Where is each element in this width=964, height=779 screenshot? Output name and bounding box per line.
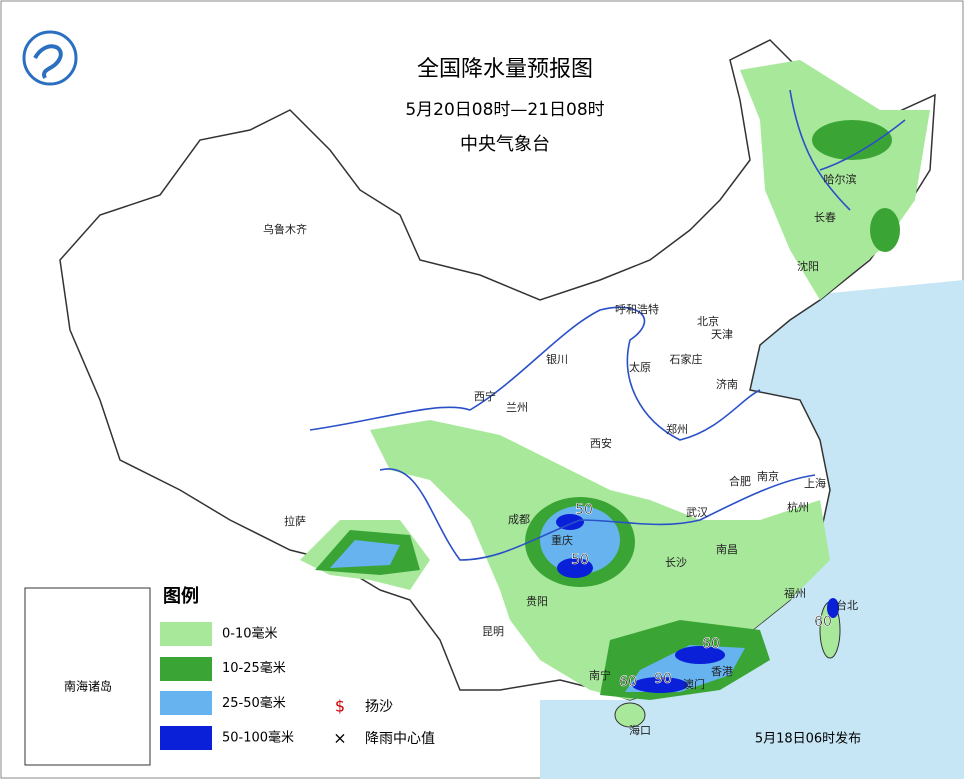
rain-10-25 <box>870 208 900 252</box>
inset-box <box>24 587 151 766</box>
songhua-river <box>789 89 906 211</box>
city-label: 香港 <box>711 665 733 678</box>
city-label: 太原 <box>629 361 651 374</box>
rain-25-50 <box>330 540 400 568</box>
city-label: 昆明 <box>482 625 504 638</box>
city-label: 杭州 <box>787 500 809 514</box>
city-label: 济南 <box>716 377 738 391</box>
sea <box>540 280 964 779</box>
city-label: 南昌 <box>716 543 738 556</box>
city-label: 哈尔滨 <box>824 172 857 186</box>
city-label: 上海 <box>804 476 826 490</box>
rain-50-100 <box>632 677 688 693</box>
rain-50-100 <box>827 598 839 618</box>
city-label: 拉萨 <box>284 514 306 528</box>
city-label: 台北 <box>836 598 858 612</box>
legend-label: 50-100毫米 <box>222 730 294 746</box>
legend-icon: × <box>333 729 346 748</box>
yellow-river <box>309 306 761 441</box>
city-label: 北京 <box>697 314 719 328</box>
legend-swatch <box>160 726 212 750</box>
rain-50-100 <box>556 514 584 530</box>
rain-center-value: 90 <box>654 671 672 687</box>
rain-center-value: 60 <box>702 636 720 652</box>
city-label: 呼和浩特 <box>615 302 659 316</box>
title: 全国降水量预报图 <box>417 57 593 82</box>
city-label: 福州 <box>784 586 806 600</box>
logo-mark <box>33 44 63 79</box>
legend-label: 0-10毫米 <box>222 626 278 642</box>
logo <box>22 30 78 86</box>
yangtze-river <box>379 468 816 561</box>
city-label: 成都 <box>508 513 530 526</box>
city-label: 西安 <box>590 436 612 450</box>
legend-title: 图例 <box>163 585 199 607</box>
city-label: 沈阳 <box>797 259 819 273</box>
legend-label: 10-25毫米 <box>222 660 286 676</box>
legend-swatch <box>160 657 212 681</box>
legend-swatch <box>160 622 212 646</box>
city-label: 石家庄 <box>670 352 703 366</box>
city-label: 贵阳 <box>526 595 548 608</box>
city-label: 兰州 <box>506 401 528 414</box>
footer: 5月18日06时发布 <box>755 731 861 747</box>
legend-label: 降雨中心值 <box>365 731 435 747</box>
rain-50-100 <box>675 646 725 664</box>
period: 5月20日08时—21日08时 <box>405 100 604 120</box>
rain-50-100 <box>557 558 593 578</box>
city-label: 重庆 <box>551 533 573 547</box>
city-label: 武汉 <box>686 506 708 519</box>
rain-center-value: 60 <box>619 674 637 690</box>
issuer: 中央气象台 <box>460 134 550 155</box>
rain-center-value: 50 <box>571 552 589 568</box>
rain-center-value: 60 <box>814 614 832 630</box>
city-label: 银川 <box>546 352 568 366</box>
inset-label: 南海诸岛 <box>64 679 112 694</box>
rain-center-value: 50 <box>575 502 593 518</box>
city-label: 澳门 <box>683 677 705 691</box>
city-label: 长春 <box>814 211 836 224</box>
city-label: 乌鲁木齐 <box>263 222 307 236</box>
city-label: 南宁 <box>589 668 611 682</box>
city-label: 西宁 <box>474 389 496 403</box>
city-label: 长沙 <box>665 556 687 569</box>
city-label: 海口 <box>629 723 651 737</box>
legend-swatch <box>160 691 212 715</box>
legend-label: 25-50毫米 <box>222 695 286 711</box>
city-label: 天津 <box>711 328 733 341</box>
city-label: 南京 <box>757 469 779 483</box>
city-label: 合肥 <box>729 474 751 488</box>
hainan <box>614 702 646 728</box>
rain-10-25 <box>812 120 892 160</box>
city-label: 郑州 <box>666 422 688 436</box>
legend-icon: $ <box>335 697 345 716</box>
legend-label: 扬沙 <box>365 699 393 715</box>
